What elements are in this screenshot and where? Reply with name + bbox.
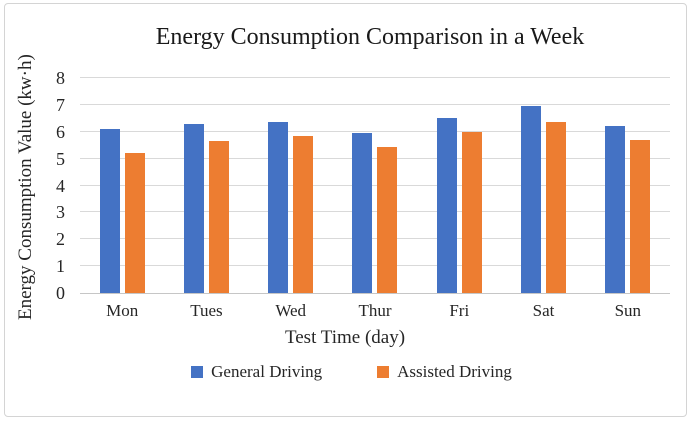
- x-axis-ticks: Mon Tues Wed Thur Fri Sat Sun: [80, 301, 670, 321]
- x-tick-label-tues: Tues: [190, 301, 223, 320]
- y-tick-label: 2: [56, 229, 65, 250]
- chart-frame: Energy Consumption Comparison in a Week …: [4, 3, 687, 417]
- y-tick-label: 0: [56, 283, 65, 303]
- legend-label-assisted-driving: Assisted Driving: [397, 362, 512, 381]
- gridline: [80, 157, 670, 159]
- bar-general-driving-sat: [521, 106, 542, 293]
- y-tick-label: 7: [56, 94, 65, 115]
- bar-assisted-driving-tues: [208, 141, 229, 293]
- x-tick-label-mon: Mon: [106, 301, 139, 320]
- bar-group-thur: [333, 78, 417, 293]
- y-tick-label: 6: [56, 121, 65, 142]
- gridline: [80, 77, 670, 78]
- x-tick-label-fri: Fri: [449, 301, 470, 320]
- legend-swatch-general-driving: [191, 366, 204, 378]
- legend-item-assisted-driving: Assisted Driving: [377, 362, 512, 382]
- legend-item-general-driving: General Driving: [191, 362, 322, 382]
- bar-group-fri: [417, 78, 501, 293]
- bar-group-tues: [164, 78, 248, 293]
- bar-assisted-driving-wed: [293, 135, 314, 293]
- gridline: [80, 211, 670, 213]
- plot-area: [80, 77, 670, 294]
- y-tick-label: 1: [56, 256, 65, 277]
- legend-swatch-assisted-driving: [377, 366, 390, 378]
- bar-assisted-driving-sat: [546, 122, 567, 293]
- gridline: [80, 103, 670, 105]
- bar-group-wed: [249, 78, 333, 293]
- bar-assisted-driving-thur: [377, 146, 398, 293]
- bar-general-driving-sun: [605, 126, 626, 293]
- gridline: [80, 130, 670, 132]
- bar-general-driving-thur: [352, 133, 373, 293]
- x-axis-title: Test Time (day): [284, 327, 406, 348]
- bar-general-driving-fri: [436, 118, 457, 293]
- legend: General Driving Assisted Driving: [5, 362, 686, 382]
- legend-label-general-driving: General Driving: [211, 362, 323, 381]
- chart-title: Energy Consumption Comparison in a Week: [155, 24, 585, 50]
- bar-group-sat: [501, 78, 585, 293]
- gridline: [80, 184, 670, 186]
- bar-general-driving-tues: [183, 123, 204, 293]
- y-tick-label: 8: [56, 68, 65, 88]
- x-tick-label-sat: Sat: [532, 301, 555, 320]
- gridline: [80, 238, 670, 240]
- x-tick-label-sun: Sun: [614, 301, 642, 320]
- bar-general-driving-wed: [268, 122, 289, 293]
- y-axis-ticks: 0 1 2 3 4 5 6 7 8: [5, 69, 65, 302]
- x-tick-label-thur: Thur: [358, 301, 392, 320]
- bar-assisted-driving-mon: [124, 153, 145, 293]
- x-tick-label-wed: Wed: [275, 301, 307, 320]
- bar-assisted-driving-fri: [461, 131, 482, 293]
- bar-group-sun: [586, 78, 670, 293]
- y-tick-label: 3: [56, 202, 65, 223]
- bars-layer: [80, 78, 670, 293]
- y-tick-label: 5: [56, 148, 65, 169]
- bar-group-mon: [80, 78, 164, 293]
- bar-general-driving-mon: [99, 129, 120, 293]
- gridline: [80, 265, 670, 267]
- y-tick-label: 4: [56, 175, 65, 196]
- bar-assisted-driving-sun: [630, 139, 651, 293]
